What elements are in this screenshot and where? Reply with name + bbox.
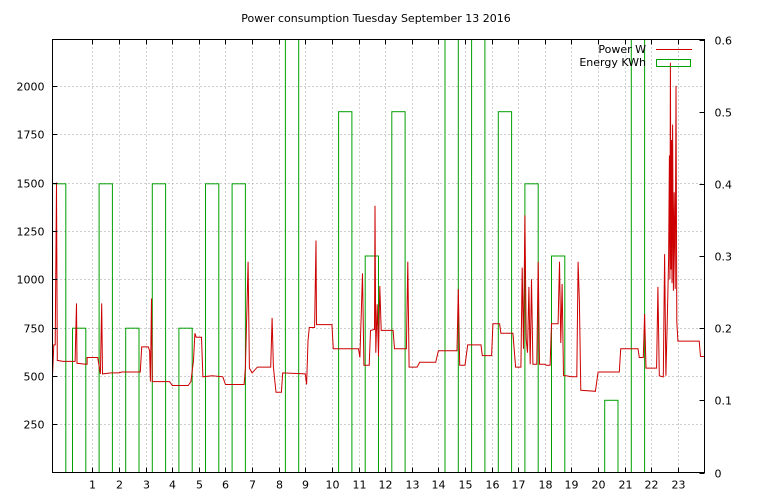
x-tick-label: 4 (169, 479, 176, 492)
energy-bar (551, 255, 566, 473)
x-tick-label: 10 (326, 479, 340, 492)
energy-bar (524, 183, 539, 473)
x-tick-label: 14 (432, 479, 446, 492)
energy-bar (444, 39, 459, 473)
x-tick-label: 12 (379, 479, 393, 492)
chart-title: Power consumption Tuesday September 13 2… (241, 12, 511, 25)
x-tick-label: 17 (512, 479, 526, 492)
x-tick-label: 23 (672, 479, 686, 492)
legend-label-energy: Energy KWh (579, 56, 646, 69)
y-tick-label: 1250 (17, 226, 45, 239)
energy-bar (391, 111, 406, 473)
y2-tick-label: 0.1 (715, 395, 733, 408)
energy-bar (604, 399, 619, 473)
legend-label-power: Power W (598, 43, 646, 56)
energy-bar (205, 183, 220, 473)
energy-bar (125, 327, 140, 473)
energy-bar (231, 183, 246, 473)
x-tick-label: 5 (196, 479, 203, 492)
x-tick-label: 21 (619, 479, 633, 492)
legend-swatch-energy (656, 59, 691, 67)
x-tick-label: 1 (89, 479, 96, 492)
y2-tick-label: 0.5 (715, 107, 733, 120)
grid-layer (52, 39, 705, 473)
y-tick-label: 1750 (17, 129, 45, 142)
axis-layer: 1 2 3 4 5 6 7 8 9 10 11 12 13 14 15 16 17 18 19 20 21 22 23250… (17, 35, 733, 492)
x-tick-label: 9 (302, 479, 309, 492)
y-tick-label: 250 (24, 419, 45, 432)
energy-bar (497, 111, 513, 473)
x-tick-label: 6 (222, 479, 229, 492)
energy-series (52, 39, 646, 473)
y-tick-label: 1000 (17, 274, 45, 287)
energy-bar (151, 183, 167, 473)
y-tick-label: 500 (24, 371, 45, 384)
energy-bar (98, 183, 113, 473)
x-tick-label: 8 (276, 479, 283, 492)
energy-bar (364, 255, 380, 473)
y2-tick-label: 0.4 (715, 179, 733, 192)
y-tick-label: 2000 (17, 81, 45, 94)
x-tick-label: 2 (116, 479, 123, 492)
x-tick-label: 18 (539, 479, 553, 492)
energy-bar (284, 39, 300, 473)
x-tick-label: 19 (565, 479, 579, 492)
x-tick-label: 13 (406, 479, 420, 492)
power-series (52, 62, 705, 393)
x-tick-label: 22 (645, 479, 659, 492)
y2-tick-label: 0.3 (715, 251, 733, 264)
energy-bar (178, 327, 193, 473)
power-line (52, 62, 705, 393)
x-tick-label: 20 (592, 479, 606, 492)
energy-bar (630, 39, 646, 473)
energy-bar (52, 183, 67, 473)
energy-bar (338, 111, 353, 473)
y2-tick-label: 0.6 (715, 35, 733, 48)
y2-tick-label: 0.2 (715, 323, 733, 336)
y2-tick-label: 0 (715, 468, 722, 481)
x-tick-label: 16 (486, 479, 500, 492)
x-tick-label: 15 (459, 479, 473, 492)
y-tick-label: 1500 (17, 178, 45, 191)
y-tick-label: 750 (24, 323, 45, 336)
energy-bar (72, 327, 87, 473)
x-tick-label: 3 (143, 479, 150, 492)
x-tick-label: 7 (249, 479, 256, 492)
x-tick-label: 11 (353, 479, 367, 492)
energy-bar (471, 39, 486, 473)
